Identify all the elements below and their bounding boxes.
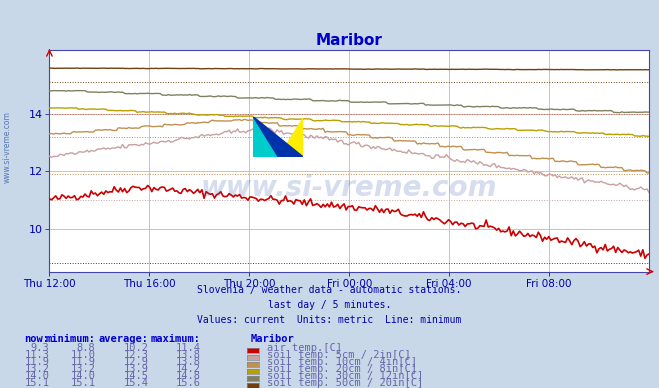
Title: Maribor: Maribor xyxy=(316,33,383,48)
Text: soil temp. 5cm / 2in[C]: soil temp. 5cm / 2in[C] xyxy=(267,350,411,360)
Polygon shape xyxy=(253,117,278,157)
Text: soil temp. 20cm / 8in[C]: soil temp. 20cm / 8in[C] xyxy=(267,364,417,374)
Text: last day / 5 minutes.: last day / 5 minutes. xyxy=(268,300,391,310)
Text: soil temp. 30cm / 12in[C]: soil temp. 30cm / 12in[C] xyxy=(267,371,423,381)
Text: maximum:: maximum: xyxy=(151,334,201,344)
Text: air temp.[C]: air temp.[C] xyxy=(267,343,342,353)
Text: 13.2: 13.2 xyxy=(24,364,49,374)
Text: 9.3: 9.3 xyxy=(31,343,49,353)
Text: 14.0: 14.0 xyxy=(24,371,49,381)
Polygon shape xyxy=(253,117,302,157)
Text: 15.1: 15.1 xyxy=(71,378,96,388)
Text: 8.8: 8.8 xyxy=(77,343,96,353)
Text: 14.5: 14.5 xyxy=(123,371,148,381)
Text: 15.1: 15.1 xyxy=(24,378,49,388)
Text: 14.0: 14.0 xyxy=(71,371,96,381)
Text: 11.3: 11.3 xyxy=(24,350,49,360)
Text: 15.4: 15.4 xyxy=(123,378,148,388)
Text: soil temp. 50cm / 20in[C]: soil temp. 50cm / 20in[C] xyxy=(267,378,423,388)
Text: www.si-vreme.com: www.si-vreme.com xyxy=(201,173,498,201)
Text: 11.4: 11.4 xyxy=(176,343,201,353)
Text: 11.0: 11.0 xyxy=(71,350,96,360)
Text: 13.2: 13.2 xyxy=(71,364,96,374)
Text: 13.9: 13.9 xyxy=(123,364,148,374)
Text: average:: average: xyxy=(98,334,148,344)
Text: 13.8: 13.8 xyxy=(176,350,201,360)
Text: 14.8: 14.8 xyxy=(176,371,201,381)
Text: 14.2: 14.2 xyxy=(176,364,201,374)
Text: 12.9: 12.9 xyxy=(123,357,148,367)
Polygon shape xyxy=(278,117,302,157)
Text: www.si-vreme.com: www.si-vreme.com xyxy=(3,111,12,184)
Text: 11.9: 11.9 xyxy=(71,357,96,367)
Text: soil temp. 10cm / 4in[C]: soil temp. 10cm / 4in[C] xyxy=(267,357,417,367)
Text: now:: now: xyxy=(24,334,49,344)
Text: minimum:: minimum: xyxy=(45,334,96,344)
Text: 11.9: 11.9 xyxy=(24,357,49,367)
Text: 15.6: 15.6 xyxy=(176,378,201,388)
Text: 12.3: 12.3 xyxy=(123,350,148,360)
Text: Slovenia / weather data - automatic stations.: Slovenia / weather data - automatic stat… xyxy=(197,285,462,295)
Text: 13.8: 13.8 xyxy=(176,357,201,367)
Text: Values: current  Units: metric  Line: minimum: Values: current Units: metric Line: mini… xyxy=(197,315,462,325)
Text: 10.2: 10.2 xyxy=(123,343,148,353)
Text: Maribor: Maribor xyxy=(250,334,294,344)
